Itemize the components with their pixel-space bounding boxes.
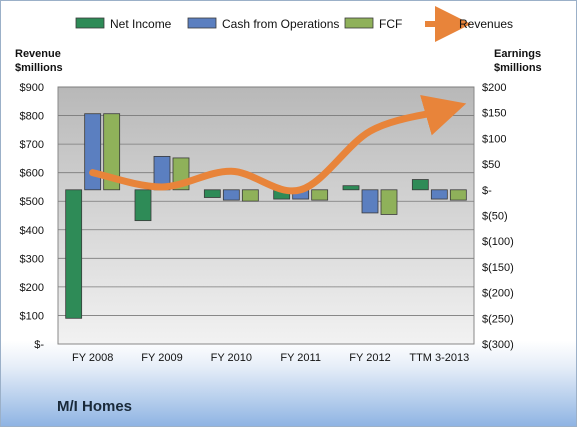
legend-swatch: [344, 17, 374, 29]
legend-label: Cash from Operations: [222, 17, 339, 31]
left-axis-tick-label: $700: [20, 139, 44, 151]
left-axis-tick-label: $500: [20, 196, 44, 208]
left-axis-tick-label: $800: [20, 111, 44, 123]
bar-cash-from-operations: [84, 113, 102, 191]
right-axis-tick-label: $-: [482, 185, 492, 197]
right-axis-tick-label: $100: [482, 133, 506, 145]
legend-swatch: [75, 17, 105, 29]
revenues-line: [89, 94, 467, 195]
right-axis-tick-label: $200: [482, 82, 506, 94]
bar-net-income: [134, 189, 152, 222]
bar-fcf: [449, 189, 467, 201]
bar-net-income: [65, 189, 83, 319]
bar-net-income: [411, 179, 429, 191]
x-axis-tick-label: FY 2010: [211, 352, 252, 364]
bar-cash-from-operations: [361, 189, 379, 214]
x-axis-tick-label: FY 2011: [280, 352, 321, 364]
right-axis-tick-label: $150: [482, 108, 506, 120]
left-axis-tick-label: $600: [20, 168, 44, 180]
right-axis-tick-label: $(250): [482, 313, 514, 325]
left-axis-tick-label: $900: [20, 82, 44, 94]
left-axis-title: Revenue: [15, 48, 61, 60]
legend-swatch: [187, 17, 217, 29]
bar-net-income: [342, 185, 360, 191]
left-axis-tick-label: $200: [20, 282, 44, 294]
legend-label: FCF: [379, 17, 402, 31]
right-axis-title: $millions: [494, 62, 542, 74]
right-axis-tick-label: $(50): [482, 211, 508, 223]
bar-fcf: [380, 189, 398, 215]
bar-fcf: [311, 189, 329, 201]
bar-cash-from-operations: [222, 189, 240, 201]
bar-fcf: [103, 113, 121, 191]
x-axis-tick-label: FY 2008: [72, 352, 113, 364]
right-axis-tick-label: $(150): [482, 262, 514, 274]
legend-label: Revenues: [459, 17, 513, 31]
right-axis-tick-label: $50: [482, 159, 500, 171]
left-axis-tick-label: $300: [20, 253, 44, 265]
plot-area: [57, 86, 475, 345]
x-axis-tick-label: FY 2012: [349, 352, 390, 364]
right-axis-tick-label: $(300): [482, 339, 514, 351]
x-axis-tick-label: FY 2009: [141, 352, 182, 364]
right-axis-title: Earnings: [494, 48, 541, 60]
legend-label: Net Income: [110, 17, 172, 31]
left-axis-tick-label: $400: [20, 225, 44, 237]
bar-net-income: [203, 189, 221, 198]
bar-cash-from-operations: [430, 189, 448, 200]
company-name: M/I Homes: [57, 398, 133, 415]
left-axis-tick-label: $100: [20, 310, 44, 322]
bar-fcf: [241, 189, 259, 202]
right-axis-tick-label: $(100): [482, 236, 514, 248]
right-axis-tick-label: $(200): [482, 288, 514, 300]
left-axis-title: $millions: [15, 62, 63, 74]
x-axis-tick-label: TTM 3-2013: [409, 352, 469, 364]
left-axis-tick-label: $-: [34, 339, 44, 351]
